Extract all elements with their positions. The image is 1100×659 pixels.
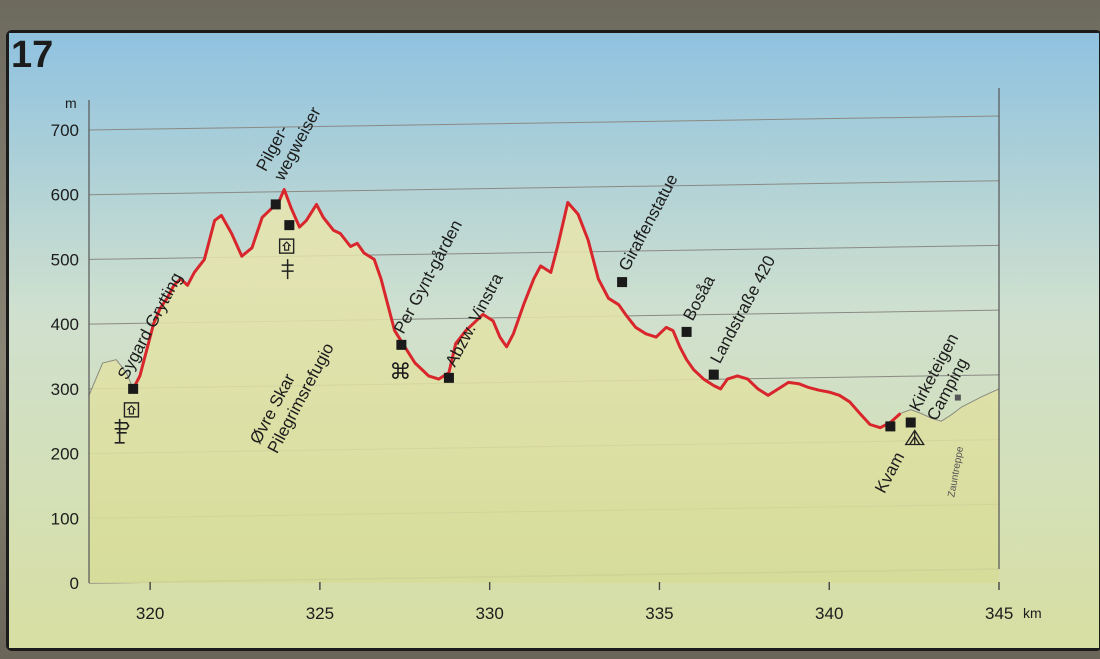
terrain-fill [89,189,999,583]
waypoint-markers [128,199,961,432]
pilgrim-hostel-icon-2 [278,238,295,254]
waypoint-marker-1 [270,199,281,210]
x-tick-label-330: 330 [475,604,503,623]
y-tick-label-0: 0 [70,574,79,593]
y-tick-label-400: 400 [51,315,79,334]
y-tick-label-600: 600 [51,186,79,205]
waypoint-marker-5 [617,277,628,288]
x-tick-label-320: 320 [136,604,164,623]
pilgrim-hostel-icon-2-frame [278,238,295,254]
gridline-y-700 [88,115,1000,131]
axes: 0 100 200 300 400 500 600 700 m 320 325 330 335 340 34… [51,88,1042,623]
x-tick-label-335: 335 [645,604,673,623]
x-axis-unit: km [1023,605,1042,621]
pilgrim-hostel-icon-1-frame [123,402,140,418]
waypoint-marker-6 [681,326,692,337]
x-tick-label-345: 345 [985,604,1013,623]
y-tick-label-200: 200 [51,445,79,464]
x-tick-label-340: 340 [815,604,843,623]
y-tick-label-500: 500 [51,250,79,269]
x-tick-label-325: 325 [306,604,334,623]
route-line [131,188,902,430]
pilgrim-hostel-icon-1 [123,402,140,418]
waypoint-marker-3 [396,339,407,350]
cross-icon-shape [281,259,294,280]
sight-icon: ⌘ [389,359,411,384]
waypoint-marker-9 [905,417,916,428]
annotation-marker [954,394,961,401]
campsite-icon [904,429,925,446]
waypoint-marker-8 [885,421,896,432]
y-tick-label-300: 300 [51,380,79,399]
elevation-profile-card: 0 100 200 300 400 500 600 700 m 320 325 330 335 340 34… [6,30,1100,651]
pilgrim-hostel-icon-1-house [127,405,136,415]
profile-area [88,188,1000,583]
gridline-y-600 [88,180,1000,196]
sight-icon-glyph: ⌘ [389,359,411,384]
campsite-icon-shape [904,429,925,446]
sign-icon [114,418,130,444]
elevation-profile-chart: 0 100 200 300 400 500 600 700 m 320 325 330 335 340 34… [9,33,1099,648]
waypoint-marker-2 [284,220,295,231]
map-icons: ⌘ [114,238,925,446]
cross-icon [281,259,294,280]
waypoint-marker-7 [708,369,719,380]
y-axis-unit: m [65,95,77,111]
sign-icon-shape [114,418,130,444]
waypoint-marker-4 [443,372,454,383]
pilgrim-hostel-icon-2-house [282,241,292,251]
y-tick-label-700: 700 [51,121,79,140]
map-number: 17 [11,34,53,76]
waypoint-marker-0 [128,383,139,394]
y-tick-label-100: 100 [51,509,79,528]
